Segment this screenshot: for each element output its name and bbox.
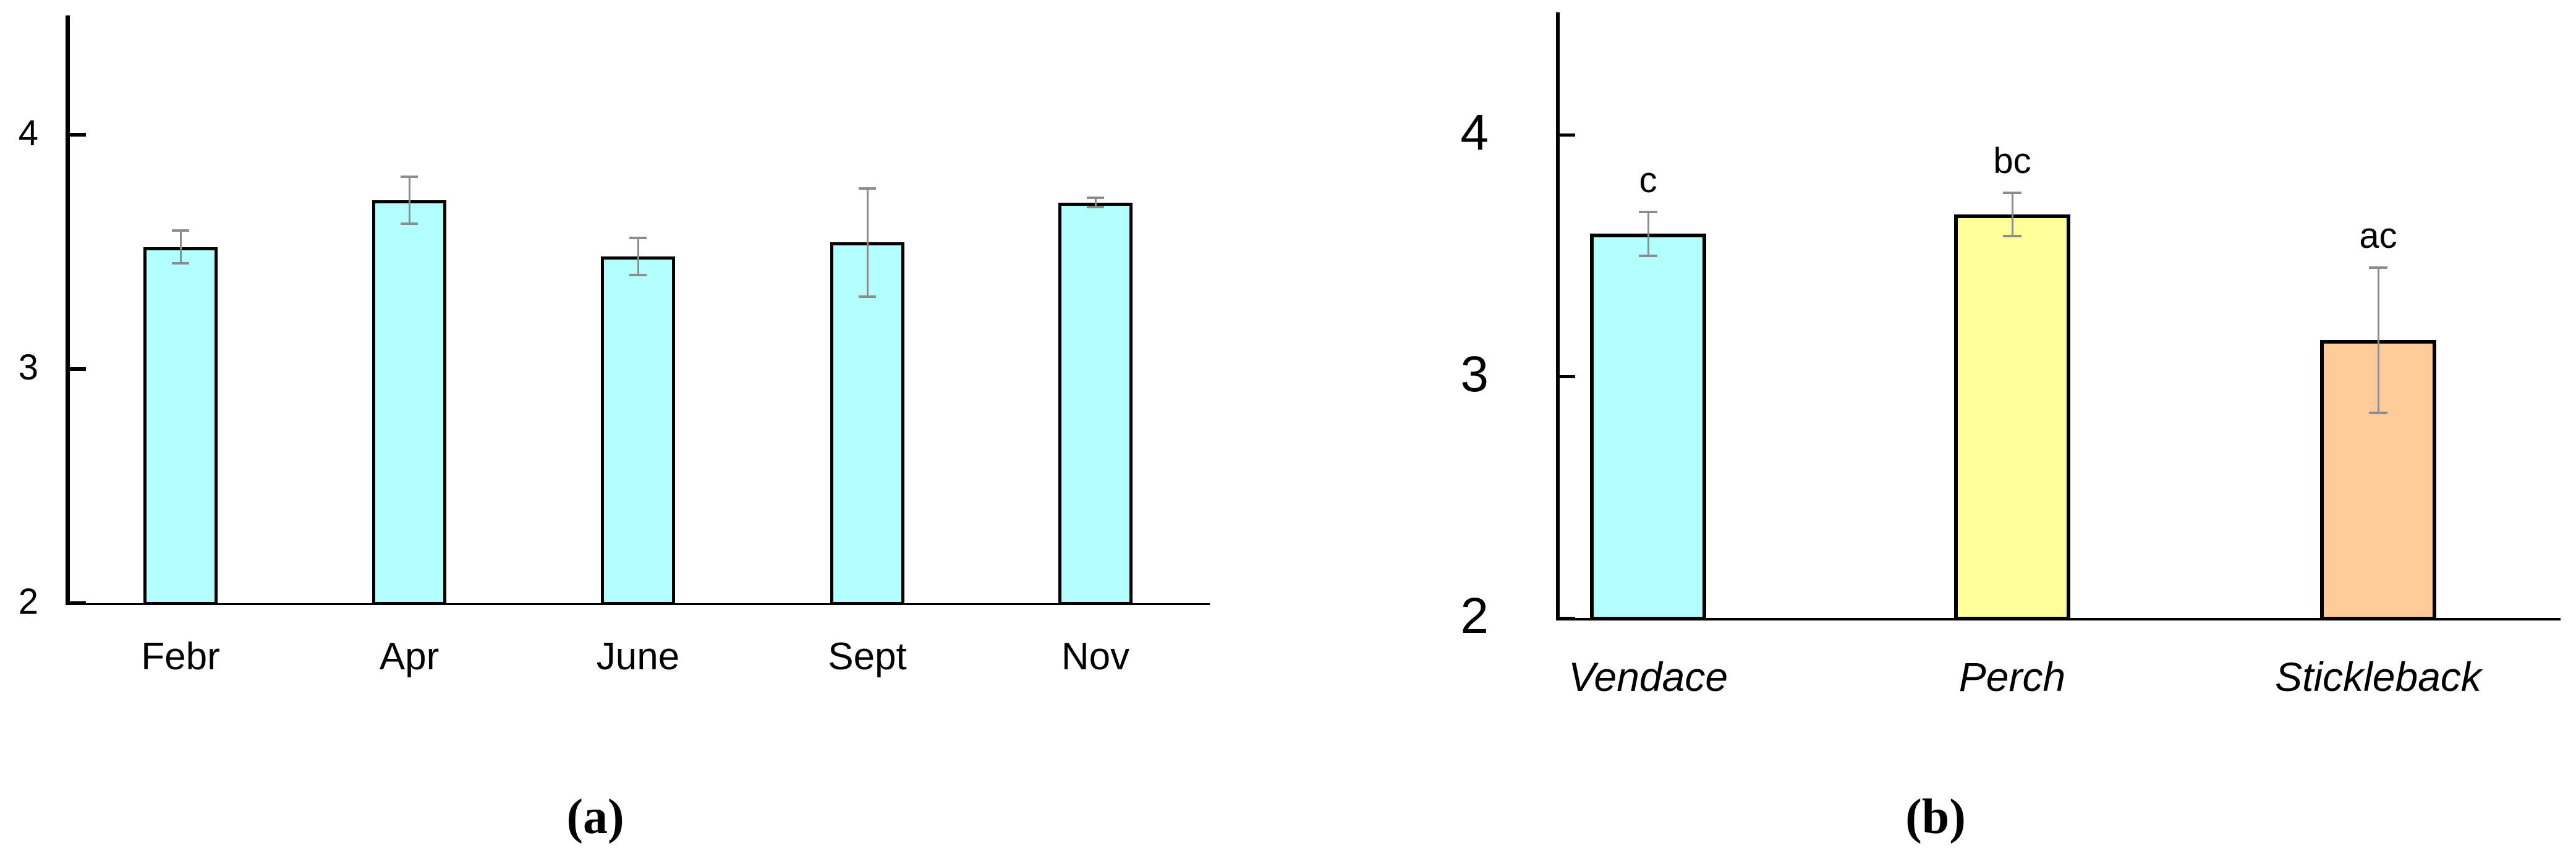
x-label-febr: Febr	[141, 635, 220, 678]
x-label-perch: Perch	[1958, 654, 2066, 700]
bar-perch	[1954, 214, 2070, 620]
error-cap-bottom-june	[629, 274, 647, 277]
error-cap-top-sept	[859, 187, 876, 190]
x-label-june: June	[596, 635, 680, 678]
error-bar-nov	[1094, 198, 1097, 208]
error-bar-vendace	[1647, 212, 1649, 256]
x-label-stickleback: Stickleback	[2275, 654, 2481, 700]
error-cap-bottom-apr	[401, 222, 418, 226]
x-label-nov: Nov	[1061, 635, 1130, 678]
y-tick-4	[1558, 133, 1575, 137]
error-cap-bottom-vendace	[1639, 254, 1657, 257]
error-cap-top-june	[629, 236, 647, 239]
error-bar-stickleback	[2377, 268, 2379, 413]
y-tick-label-2: 2	[1460, 587, 1489, 644]
error-cap-top-apr	[401, 176, 418, 179]
y-tick-3	[1558, 375, 1575, 378]
bar-june	[601, 256, 675, 605]
error-bar-febr	[179, 231, 182, 264]
error-cap-top-vendace	[1639, 211, 1657, 214]
caption-b: (b)	[1905, 790, 1966, 844]
caption-a: (a)	[566, 790, 624, 844]
bar-febr	[143, 247, 218, 605]
y-tick-label-4: 4	[1460, 104, 1489, 161]
y-axis	[66, 15, 70, 605]
bar-apr	[372, 200, 446, 605]
sig-letter-perch: bc	[1993, 140, 2031, 181]
error-cap-top-stickleback	[2369, 266, 2387, 269]
error-bar-apr	[408, 177, 410, 224]
error-cap-top-febr	[172, 229, 189, 232]
sig-letter-vendace: c	[1639, 160, 1657, 201]
x-label-vendace: Vendace	[1568, 654, 1728, 700]
y-tick-label-3: 3	[1460, 345, 1489, 402]
y-tick-4	[67, 133, 86, 137]
y-tick-label-2: 2	[18, 581, 38, 622]
error-cap-bottom-nov	[1087, 206, 1104, 209]
error-cap-top-perch	[2003, 191, 2021, 194]
error-cap-top-nov	[1087, 197, 1104, 200]
error-bar-sept	[866, 188, 869, 297]
x-label-sept: Sept	[828, 635, 907, 678]
error-cap-bottom-sept	[859, 295, 876, 298]
y-tick-2	[1558, 616, 1575, 620]
x-label-apr: Apr	[379, 635, 440, 678]
error-cap-bottom-perch	[2003, 235, 2021, 238]
bar-nov	[1058, 202, 1133, 605]
y-axis	[1556, 12, 1560, 620]
y-tick-2	[67, 601, 86, 605]
bar-vendace	[1590, 234, 1706, 620]
sig-letter-stickleback: ac	[2359, 216, 2397, 256]
error-bar-june	[637, 237, 639, 276]
error-bar-perch	[2011, 192, 2013, 237]
y-tick-label-3: 3	[18, 347, 38, 387]
error-cap-bottom-febr	[172, 262, 189, 265]
error-cap-bottom-stickleback	[2369, 411, 2387, 414]
y-tick-label-4: 4	[18, 112, 38, 153]
y-tick-3	[67, 367, 86, 371]
